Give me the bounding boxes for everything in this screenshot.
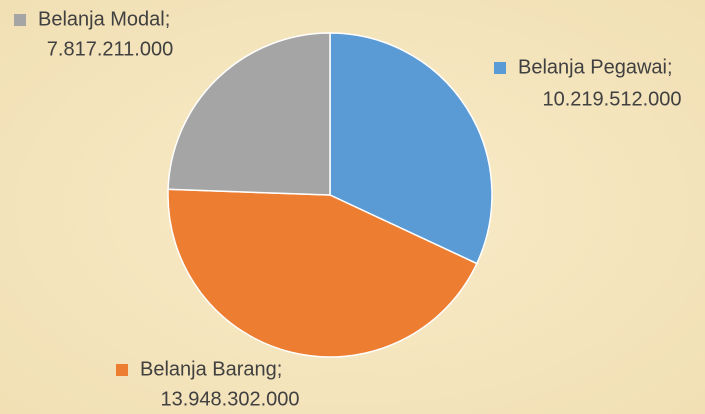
data-label-value: 13.948.302.000 [160,388,299,410]
pie-slice [167,188,478,358]
pie-slice [329,32,493,265]
legend-swatch [14,14,26,26]
legend-swatch [494,62,506,74]
data-label-value: 7.817.211.000 [47,38,173,60]
data-label-name: Belanja Pegawai; [518,56,673,78]
data-label-name: Belanja Modal; [38,8,170,30]
data-label-name: Belanja Barang; [140,358,282,380]
pie-slice [167,32,331,196]
legend-swatch [116,364,128,376]
data-label-value: 10.219.512.000 [542,88,681,110]
